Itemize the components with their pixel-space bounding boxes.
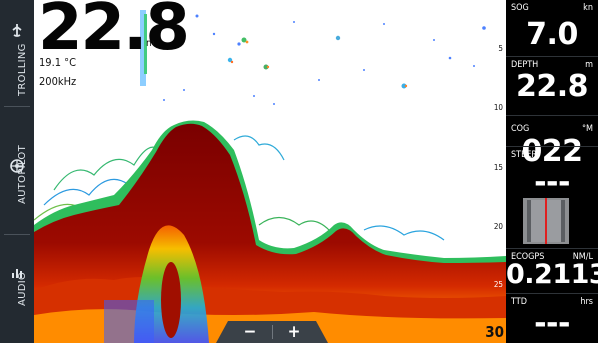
cog-cell[interactable]: COG °M 022	[506, 116, 598, 174]
steer-gauge	[523, 198, 569, 244]
autopilot-icon	[10, 159, 24, 173]
trolling-icon	[12, 24, 22, 37]
ttd-unit: hrs	[580, 297, 593, 307]
sog-caption: SOG	[511, 3, 529, 13]
sidebar-item-label: AUDIO	[17, 271, 28, 306]
ttd-value: ---	[534, 306, 570, 341]
sonar-frequency: 200kHz	[39, 75, 77, 88]
sidebar-item-autopilot[interactable]: AUTOPILOT	[0, 108, 34, 233]
depth-unit-label: m	[585, 60, 593, 70]
cog-value: 022	[521, 134, 583, 169]
depth-value: 22.8	[515, 69, 589, 104]
steer-value: ---	[534, 165, 570, 200]
depth-readout: 22.8	[38, 0, 190, 65]
sidebar-divider	[4, 106, 30, 107]
left-sidebar: TROLLING AUTOPILOT AUDIO	[0, 0, 34, 343]
depth-scale-label: 15	[493, 163, 503, 172]
ecogps-unit: NM/L	[572, 252, 593, 262]
depth-scale-label: 5	[498, 44, 503, 53]
steer-caption: STEER	[511, 150, 537, 160]
ecogps-caption: ECOGPS	[511, 252, 545, 262]
depth-scale-label: 10	[493, 103, 503, 112]
water-temperature: 19.1 °C	[39, 56, 77, 69]
sog-unit: kn	[583, 3, 593, 13]
cog-unit: °M	[581, 124, 593, 134]
sidebar-divider	[4, 234, 30, 235]
steer-cell[interactable]: STEER ---	[506, 147, 598, 248]
depth-caption: DEPTH	[511, 60, 539, 70]
depth-unit: m	[146, 38, 155, 49]
zoom-in-button[interactable]: +	[287, 322, 301, 342]
ttd-cell[interactable]: TTD hrs ---	[506, 294, 598, 343]
sonar-view[interactable]: 22.8 m 19.1 °C 200kHz 5 10 15 20 25 30 −…	[34, 0, 506, 343]
sidebar-item-audio[interactable]: AUDIO	[0, 236, 34, 343]
sonar-echogram	[34, 10, 506, 343]
sog-value: 7.0	[526, 17, 578, 52]
ecogps-value: 0.2113	[506, 259, 598, 290]
depth-scale-label: 25	[493, 280, 503, 289]
sog-cell[interactable]: SOG kn 7.0	[506, 0, 598, 56]
zoom-out-button[interactable]: −	[243, 322, 257, 342]
ecogps-cell[interactable]: ECOGPS NM/L 0.2113	[506, 249, 598, 293]
sidebar-item-trolling[interactable]: TROLLING	[0, 0, 34, 105]
ttd-caption: TTD	[511, 297, 527, 307]
instrument-panel: SOG kn 7.0 DEPTH m 22.8 COG °M 022 STEER…	[506, 0, 598, 343]
zoom-controls: − +	[216, 321, 328, 343]
depth-cell[interactable]: DEPTH m 22.8	[506, 57, 598, 115]
cog-caption: COG	[511, 124, 530, 134]
sidebar-item-label: AUTOPILOT	[17, 144, 28, 204]
audio-icon	[12, 269, 22, 278]
depth-scale-max: 30	[485, 323, 504, 341]
depth-scale-label: 20	[493, 222, 503, 231]
sidebar-item-label: TROLLING	[17, 43, 28, 96]
